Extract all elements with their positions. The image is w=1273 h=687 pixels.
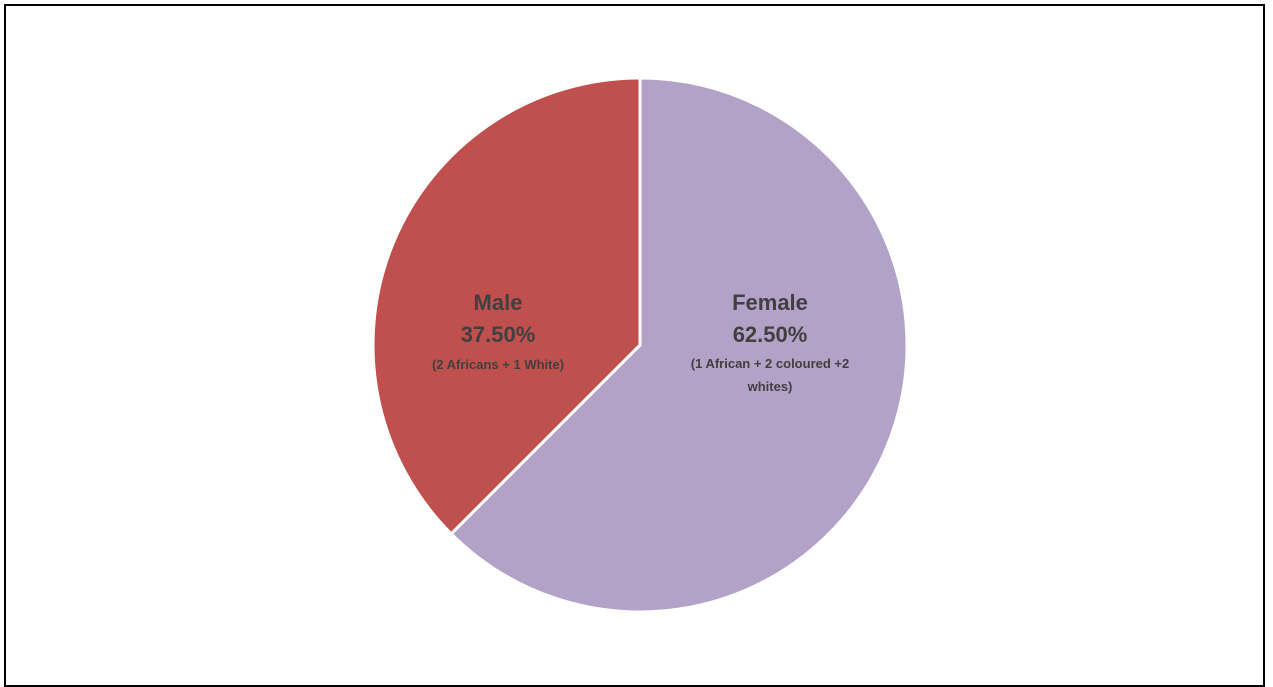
pie-slice-male (371, 76, 642, 536)
pie-slices (371, 76, 909, 614)
slice-note-female-line1: (1 African + 2 coloured +2 (691, 356, 849, 371)
slice-name-male: Male (474, 290, 523, 315)
slice-name-female: Female (732, 290, 808, 315)
slice-value-female: 62.50% (733, 322, 808, 347)
slice-label-female: Female 62.50% (1 African + 2 coloured +2… (691, 290, 849, 394)
pie-slice-female (449, 76, 909, 614)
slice-note-female-line2: whites) (747, 379, 793, 394)
slice-value-male: 37.50% (461, 322, 536, 347)
slice-note-male: (2 Africans + 1 White) (432, 357, 564, 372)
slice-label-male: Male 37.50% (2 Africans + 1 White) (432, 290, 564, 372)
